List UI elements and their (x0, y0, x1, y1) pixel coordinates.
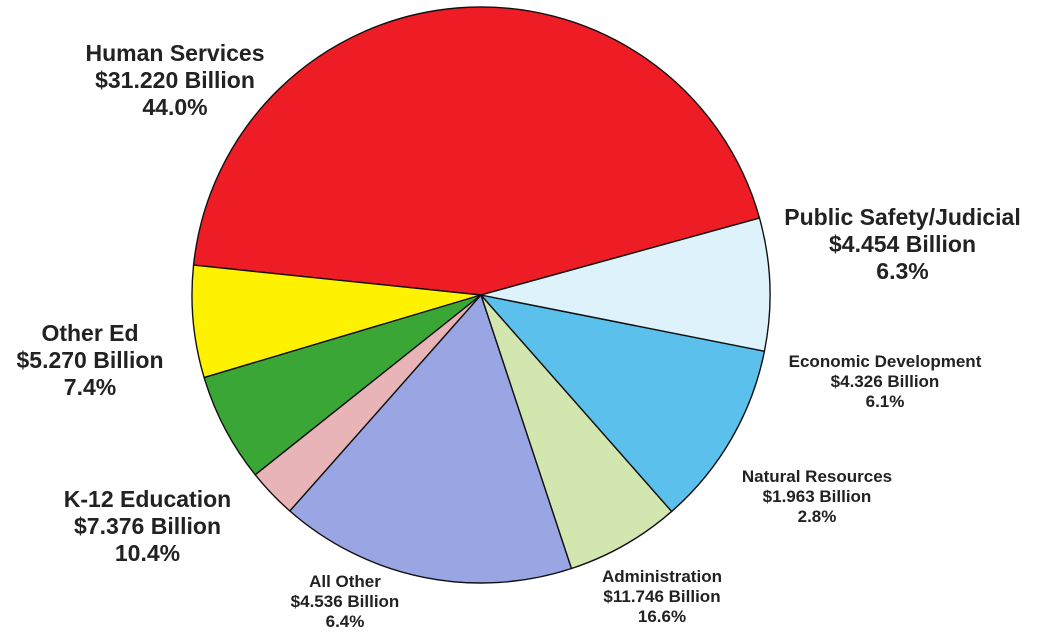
label-public-safety-percent: 6.3% (876, 258, 929, 285)
label-economic-development: Economic Development $4.326 Billion 6.1% (765, 352, 1005, 412)
label-k12-education: K-12 Education $7.376 Billion 10.4% (35, 486, 260, 567)
label-administration: Administration $11.746 Billion 16.6% (577, 567, 747, 627)
label-k12-education-percent: 10.4% (114, 540, 181, 567)
label-public-safety-amount: $4.454 Billion (828, 231, 976, 258)
label-other-ed: Other Ed $5.270 Billion 7.4% (0, 320, 180, 401)
pie-slice-k-12-education (480, 294, 766, 513)
label-all-other: All Other $4.536 Billion 6.4% (270, 572, 420, 632)
pie-slice-administration (289, 294, 573, 584)
pie-slice-all-other (480, 294, 673, 570)
label-k12-education-amount: $7.376 Billion (73, 513, 221, 540)
label-human-services: Human Services $31.220 Billion 44.0% (60, 40, 290, 121)
label-other-ed-name: Other Ed (41, 320, 139, 346)
label-other-ed-percent: 7.4% (63, 374, 117, 401)
label-natural-resources-percent: 2.8% (797, 507, 837, 527)
label-public-safety: Public Safety/Judicial $4.454 Billion 6.… (765, 204, 1040, 285)
label-administration-name: Administration (602, 567, 722, 586)
label-human-services-amount: $31.220 Billion (95, 67, 255, 94)
pie-slice-other-ed (480, 217, 771, 352)
label-all-other-percent: 6.4% (325, 612, 365, 632)
label-all-other-name: All Other (309, 572, 381, 591)
label-other-ed-amount: $5.270 Billion (16, 347, 164, 374)
label-economic-development-amount: $4.326 Billion (830, 372, 940, 392)
label-administration-percent: 16.6% (637, 607, 687, 627)
label-public-safety-name: Public Safety/Judicial (784, 204, 1021, 230)
pie-slice-human-services (192, 6, 761, 296)
label-natural-resources-amount: $1.963 Billion (762, 487, 872, 507)
label-economic-development-name: Economic Development (788, 352, 982, 371)
pie-slice-public-safety-judicial (191, 264, 482, 379)
pie-slices (191, 6, 771, 584)
label-human-services-percent: 44.0% (142, 94, 208, 121)
label-natural-resources-name: Natural Resources (741, 467, 893, 486)
label-k12-education-name: K-12 Education (63, 486, 232, 512)
label-human-services-name: Human Services (85, 40, 265, 66)
label-economic-development-percent: 6.1% (865, 392, 905, 412)
label-natural-resources: Natural Resources $1.963 Billion 2.8% (722, 467, 912, 527)
label-administration-amount: $11.746 Billion (603, 587, 721, 607)
label-all-other-amount: $4.536 Billion (290, 592, 400, 612)
